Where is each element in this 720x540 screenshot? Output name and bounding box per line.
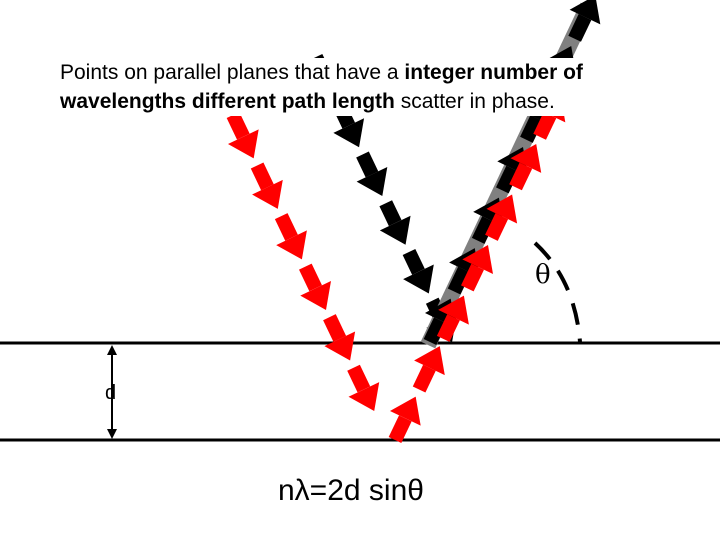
arrow-segment-icon	[323, 314, 356, 361]
angle-arc-icon	[533, 241, 582, 343]
arrow-segment-icon	[412, 346, 445, 393]
angle-label: θ	[535, 260, 551, 290]
arrow-segment-icon	[568, 0, 601, 42]
caption-bold: integer number of wavelengths different …	[60, 61, 583, 113]
arrow-segment-icon	[509, 143, 542, 191]
arrow-segment-icon	[485, 194, 518, 241]
arrow-segment-icon	[461, 245, 494, 292]
incident-ray-red	[226, 111, 380, 412]
arrow-segment-icon	[250, 162, 283, 209]
arrow-segment-icon	[388, 396, 421, 444]
bragg-equation: nλ=2d sinθ	[278, 474, 424, 507]
arrow-segment-icon	[347, 364, 380, 412]
caption-part2: scatter in phase.	[394, 90, 555, 113]
caption-text: Points on parallel planes that have a in…	[60, 58, 710, 116]
arrow-segment-icon	[299, 263, 332, 310]
arrow-segment-icon	[379, 200, 411, 245]
spacing-label: d	[105, 382, 117, 404]
caption-part1: Points on parallel planes that have a	[60, 61, 405, 84]
arrow-segment-icon	[356, 151, 388, 196]
arrow-segment-icon	[402, 248, 434, 294]
arrow-segment-icon	[226, 111, 259, 159]
arrow-segment-icon	[436, 295, 469, 342]
arrow-segment-icon	[274, 213, 307, 260]
